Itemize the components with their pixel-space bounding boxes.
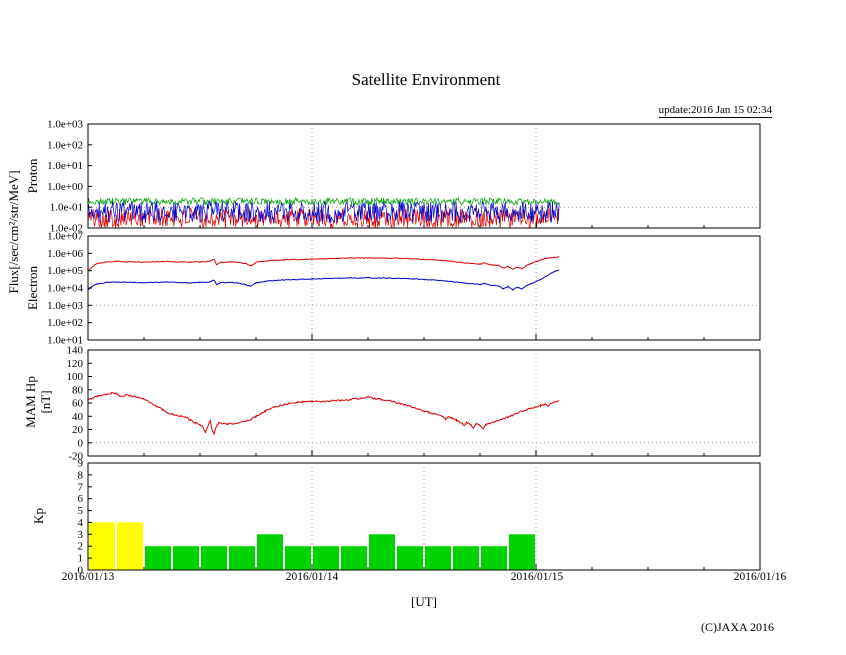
kp-bar: [425, 546, 451, 570]
y-tick-label: 1.0e+00: [47, 181, 83, 193]
kp-bar: [481, 546, 507, 570]
kp-bar: [257, 534, 283, 570]
y-tick-label: 5: [78, 505, 84, 517]
kp-bar: [173, 546, 199, 570]
proton-panel-border: [87, 123, 761, 229]
kp-bar: [117, 522, 143, 570]
y-tick-label: 8: [78, 469, 84, 481]
y-tick-label: 1.0e+01: [47, 335, 83, 347]
kp-bar: [509, 534, 535, 570]
hp-red-series-line: [87, 392, 560, 436]
kp-bar: [397, 546, 423, 570]
proton-red-series-line: [87, 208, 560, 229]
kp-bar: [89, 522, 115, 570]
kp-axis-label: Kp: [31, 508, 46, 524]
kp-bar: [341, 546, 367, 570]
x-axis-label-day1: 2016/01/13: [61, 571, 115, 583]
flux-unit-axis-label: Flux[/sec/cm²/str/MeV]: [6, 170, 21, 294]
ut-axis-title: [UT]: [411, 594, 437, 609]
electron-red-series-line: [87, 256, 560, 272]
y-tick-label: 0: [78, 437, 84, 449]
y-tick-label: 120: [67, 358, 84, 370]
y-tick-label: 6: [78, 493, 84, 505]
x-axis-label-day3: 2016/01/15: [510, 571, 564, 583]
electron-panel-border: [87, 235, 761, 341]
y-tick-label: 9: [78, 458, 84, 470]
y-tick-label: 4: [78, 517, 84, 529]
y-tick-label: 60: [72, 398, 84, 410]
kp-bar: [453, 546, 479, 570]
y-tick-label: 1.0e+01: [47, 160, 83, 172]
y-tick-label: 1.0e+06: [47, 248, 83, 260]
kp-bar: [201, 546, 227, 570]
copyright-label: (C)JAXA 2016: [700, 620, 774, 634]
y-tick-label: 1.0e+02: [47, 139, 83, 151]
y-tick-label: 1.0e+04: [47, 283, 83, 295]
y-tick-label: 80: [72, 384, 84, 396]
y-tick-label: 1.0e+03: [47, 300, 83, 312]
kp-bar: [313, 546, 339, 570]
y-tick-label: 1.0e+05: [47, 265, 83, 277]
proton-blue-series-line: [87, 200, 560, 223]
kp-bar: [229, 546, 255, 570]
y-tick-label: 1.0e-01: [50, 202, 83, 214]
y-tick-label: 40: [72, 411, 84, 423]
chart-title: Satellite Environment: [351, 70, 501, 89]
kp-bar: [369, 534, 395, 570]
electron-blue-series-line: [87, 269, 560, 291]
y-tick-label: 1.0e+03: [47, 119, 83, 131]
y-tick-label: 140: [67, 345, 84, 357]
y-tick-label: 1.0e-02: [50, 223, 83, 235]
electron-axis-label: Electron: [25, 265, 40, 311]
y-tick-label: 1.0e+07: [47, 231, 83, 243]
y-tick-label: 1.0e+02: [47, 317, 83, 329]
y-tick-label: 0: [78, 565, 84, 577]
y-tick-label: 7: [78, 481, 84, 493]
mam-hp-axis-label: MAM Hp: [23, 376, 38, 428]
proton-green-series-line: [87, 196, 560, 207]
kp-bar: [145, 546, 171, 570]
x-axis-label-day4: 2016/01/16: [733, 571, 787, 583]
y-tick-label: 100: [67, 371, 84, 383]
x-axis-label-day2: 2016/01/14: [285, 571, 339, 583]
y-tick-label: 20: [72, 424, 84, 436]
nt-unit-axis-label: [nT]: [38, 390, 53, 414]
y-tick-label: -20: [68, 451, 83, 463]
y-tick-label: 2: [78, 541, 84, 553]
y-tick-label: 3: [78, 529, 84, 541]
update-timestamp: update:2016 Jan 15 02:34: [658, 104, 772, 118]
y-tick-label: 1: [78, 553, 84, 565]
proton-axis-label: Proton: [25, 158, 40, 194]
kp-bar: [285, 546, 311, 570]
mam-hp-panel-border: [87, 349, 761, 457]
